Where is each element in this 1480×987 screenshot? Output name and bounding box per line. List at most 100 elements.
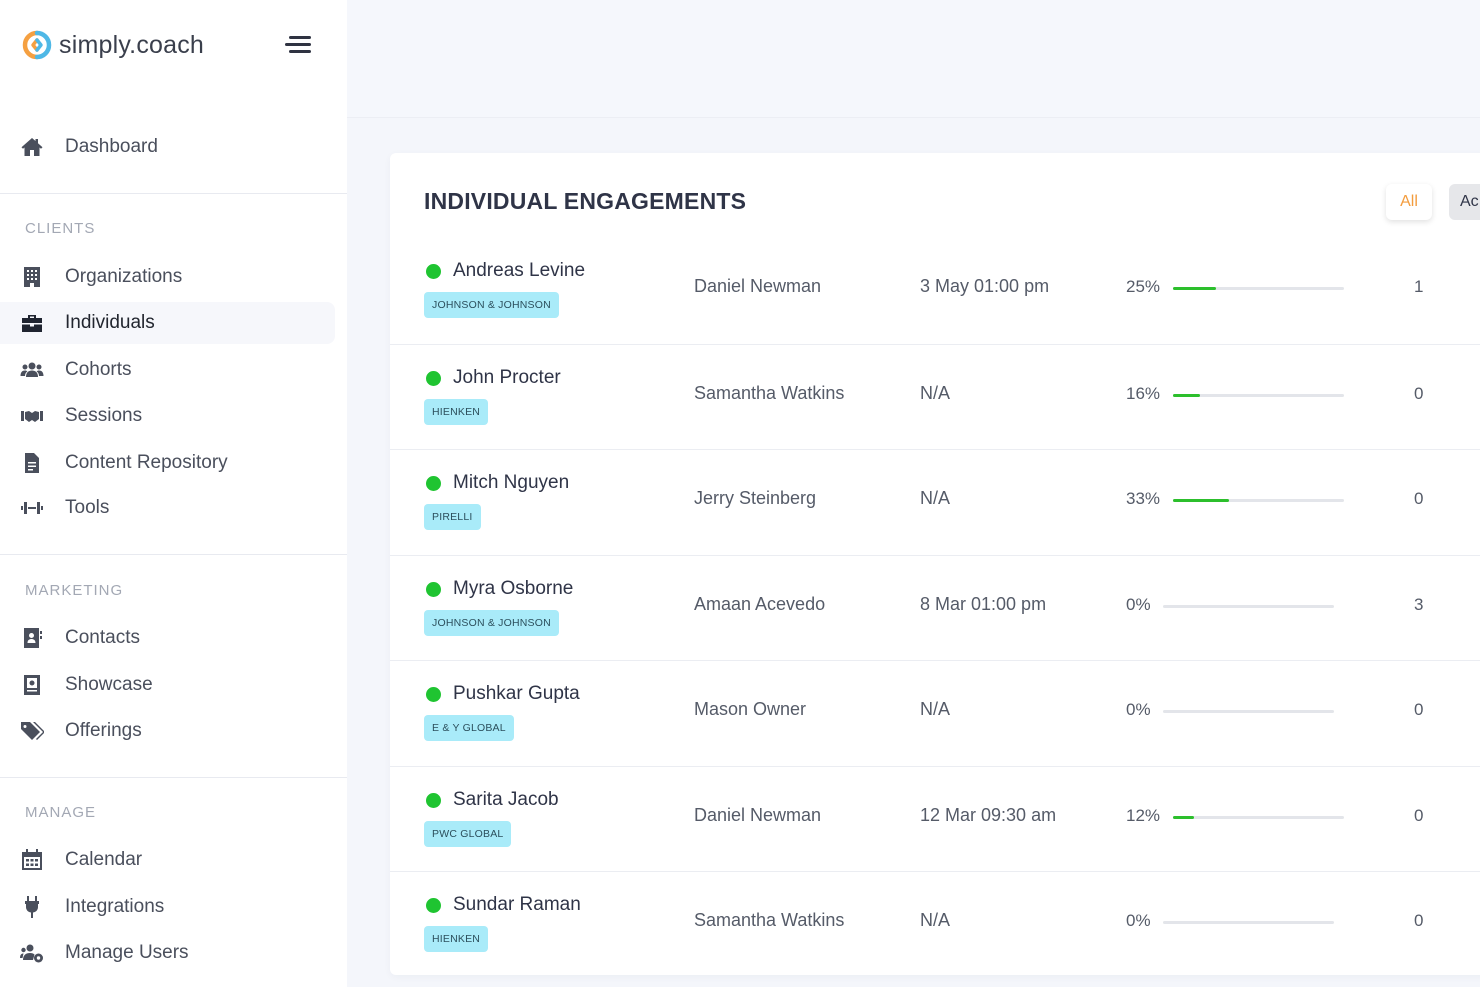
- nav-label-contacts: Contacts: [65, 627, 140, 648]
- users-icon: [17, 357, 47, 383]
- progress-bar: [1163, 604, 1334, 608]
- nav-item-cohorts[interactable]: Cohorts: [0, 349, 335, 391]
- brand[interactable]: simply.coach: [22, 28, 204, 62]
- nav-item-contacts[interactable]: Contacts: [0, 617, 335, 659]
- next-session: N/A: [920, 488, 951, 508]
- menu-toggle-icon[interactable]: [285, 35, 313, 57]
- coach-name: Amaan Acevedo: [694, 593, 826, 614]
- nav-item-calendar[interactable]: Calendar: [0, 839, 335, 881]
- client-name-link[interactable]: Mitch Nguyen: [453, 472, 570, 493]
- next-session: 12 Mar 09:30 am: [920, 804, 1057, 825]
- progress-bar: [1163, 921, 1334, 924]
- session-count: 0: [1414, 911, 1424, 930]
- client-name-link[interactable]: Sarita Jacob: [453, 788, 559, 810]
- session-count: 0: [1414, 700, 1424, 719]
- coach-name: Daniel Newman: [694, 276, 822, 296]
- session-count: 0: [1414, 805, 1424, 825]
- divider: [0, 554, 347, 555]
- table-row[interactable]: Mitch Nguyen PIRELLI Jerry Steinberg N/A 33%…: [390, 449, 1480, 554]
- nav-item-content-repository[interactable]: Content Repository: [0, 442, 335, 484]
- next-session: 3 May 01:00 pm: [920, 276, 1050, 296]
- progress-bar: [1173, 287, 1344, 290]
- table-row[interactable]: Pushkar Gupta E & Y GLOBAL Mason Owner N/A 0…: [390, 660, 1480, 765]
- nav-label-cohorts: Cohorts: [65, 359, 132, 380]
- organization-tag: E & Y GLOBAL: [424, 715, 514, 741]
- nav-item-tools[interactable]: Tools: [0, 487, 335, 529]
- coach-name: Daniel Newman: [694, 804, 822, 825]
- table-row[interactable]: Andreas Levine JOHNSON & JOHNSON Daniel Ne…: [390, 238, 1480, 343]
- status-dot: [426, 581, 441, 597]
- table-row[interactable]: Myra Osborne JOHNSON & JOHNSON Amaan Aceve…: [390, 554, 1480, 660]
- sidebar: simply.coach Dashboard CLIENTS Organizat…: [0, 0, 347, 987]
- nav-label-offerings: Offerings: [65, 720, 142, 741]
- progress-label: 12%: [1126, 805, 1161, 825]
- table-row[interactable]: Sundar Raman HIENKEN Samantha Watkins N/A 0%…: [390, 871, 1480, 975]
- session-count: 1: [1414, 277, 1424, 296]
- nav-item-dashboard[interactable]: Dashboard: [0, 126, 335, 168]
- coach-name: Mason Owner: [694, 699, 807, 719]
- divider: [0, 193, 347, 194]
- building-icon: [17, 264, 47, 290]
- dumbbell-icon: [17, 495, 47, 521]
- nav-label-organizations: Organizations: [65, 266, 183, 287]
- nav-item-sessions[interactable]: Sessions: [0, 395, 335, 437]
- section-title-marketing: MARKETING: [25, 582, 124, 599]
- table-row[interactable]: John Procter HIENKEN Samantha Watkins N/A 16…: [390, 343, 1480, 449]
- showcase-icon: [17, 672, 47, 698]
- filter-active-button[interactable]: Ac: [1449, 184, 1480, 220]
- nav-item-organizations[interactable]: Organizations: [0, 256, 335, 298]
- progress-bar: [1163, 710, 1334, 713]
- progress-label: 0%: [1126, 700, 1151, 719]
- coach-name: Samantha Watkins: [694, 382, 845, 403]
- card-title: INDIVIDUAL ENGAGEMENTS: [424, 188, 747, 214]
- nav-item-integrations[interactable]: Integrations: [0, 886, 335, 928]
- progress-bar-fill: [1173, 287, 1216, 290]
- briefcase-icon: [17, 310, 47, 336]
- organization-tag: PWC GLOBAL: [424, 820, 512, 847]
- nav-label-manage-users: Manage Users: [65, 942, 189, 963]
- organization-tag: HIENKEN: [424, 398, 489, 425]
- organization-tag: JOHNSON & JOHNSON: [424, 292, 559, 318]
- progress-bar-fill: [1173, 499, 1230, 502]
- session-count: 0: [1414, 489, 1424, 508]
- organization-tag: PIRELLI: [424, 504, 481, 530]
- progress-bar-fill: [1173, 393, 1201, 397]
- progress-label: 0%: [1126, 911, 1151, 930]
- client-name-link[interactable]: Sundar Raman: [453, 894, 581, 915]
- status-dot: [426, 476, 441, 491]
- progress-bar-fill: [1173, 815, 1194, 819]
- nav-label-calendar: Calendar: [65, 849, 143, 870]
- coach-name: Samantha Watkins: [694, 910, 845, 930]
- calendar-icon: [17, 847, 47, 873]
- status-dot: [426, 687, 441, 702]
- progress-bar: [1173, 393, 1344, 397]
- filter-all-button[interactable]: All: [1386, 184, 1432, 220]
- status-dot: [426, 792, 441, 808]
- client-name-link[interactable]: Myra Osborne: [453, 577, 574, 599]
- brand-logo-icon: [22, 30, 52, 60]
- users-cog-icon: [17, 940, 47, 966]
- brand-name: simply.coach: [59, 30, 205, 59]
- progress-label: 33%: [1126, 489, 1161, 508]
- nav-item-offerings[interactable]: Offerings: [0, 710, 335, 752]
- organization-tag: JOHNSON & JOHNSON: [424, 609, 559, 636]
- progress-label: 25%: [1126, 277, 1161, 296]
- progress-label: 0%: [1126, 594, 1151, 614]
- status-dot: [426, 898, 441, 913]
- individual-engagements-card: INDIVIDUAL ENGAGEMENTS All Ac Andreas Le…: [390, 153, 1480, 975]
- nav-item-showcase[interactable]: Showcase: [0, 664, 335, 706]
- nav-item-individuals[interactable]: Individuals: [0, 302, 335, 344]
- client-name-link[interactable]: Andreas Levine: [453, 260, 586, 281]
- address-book-icon: [17, 625, 47, 651]
- file-icon: [17, 450, 47, 476]
- organization-tag: HIENKEN: [424, 926, 489, 952]
- next-session: N/A: [920, 910, 951, 930]
- nav-label-individuals: Individuals: [65, 312, 155, 333]
- client-name-link[interactable]: Pushkar Gupta: [453, 683, 580, 704]
- client-name-link[interactable]: John Procter: [453, 366, 561, 388]
- table-row[interactable]: Sarita Jacob PWC GLOBAL Daniel Newman 12 Ma…: [390, 765, 1480, 871]
- nav-item-manage-users[interactable]: Manage Users: [0, 932, 335, 974]
- status-dot: [426, 264, 441, 279]
- nav-label-dashboard: Dashboard: [65, 136, 158, 157]
- divider: [0, 777, 347, 778]
